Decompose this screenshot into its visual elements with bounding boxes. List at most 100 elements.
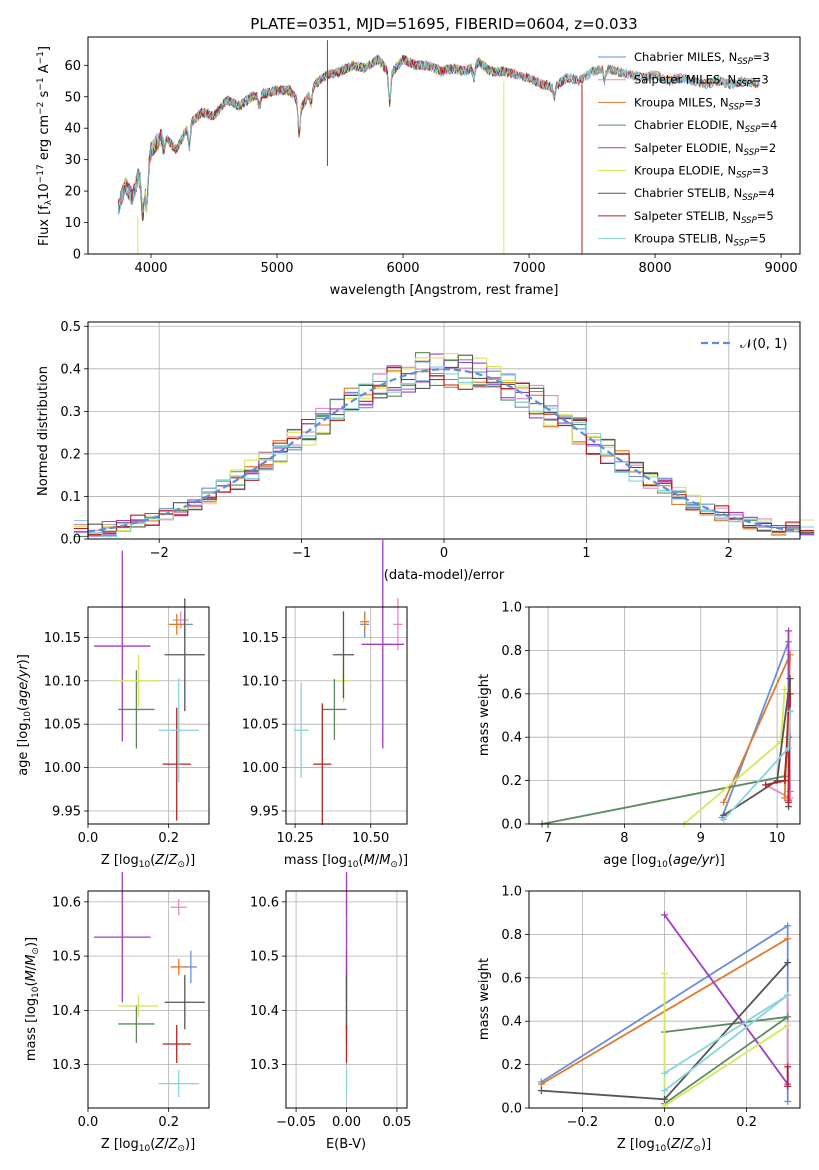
spectrum-series-line	[117, 54, 760, 216]
massZ-y-tick-label: 10.6	[52, 895, 81, 910]
spectrum-x-tick-label: 5000	[260, 261, 293, 276]
residuals-x-tick-label: 2	[725, 546, 733, 561]
ageZ-y-tick-label: 10.00	[44, 761, 81, 776]
ageMass-x-tick-label: 10.50	[352, 831, 389, 846]
residuals-x-tick-label: 0	[440, 546, 448, 561]
massEBV-x-ticks: −0.05 0.00 0.05	[276, 1108, 411, 1130]
residuals-y-tick-label: 0.1	[60, 490, 81, 505]
residuals-x-tick-label: 1	[582, 546, 590, 561]
wZ-y-tick-label: 0.2	[501, 1058, 522, 1073]
wZ-y-tick-label: 1.0	[501, 885, 522, 900]
spectrum-y-label: Flux [fλ10−17 erg cm−2 s−1 A−1]	[36, 46, 54, 246]
ageZ-y-tick-label: 9.95	[52, 804, 81, 819]
wAge-lines	[538, 627, 794, 828]
massEBV-x-tick-label: −0.05	[276, 1115, 316, 1130]
spectrum-x-tick-label: 4000	[134, 261, 167, 276]
wAge-frame	[528, 606, 801, 825]
spectrum-y-tick-label: 30	[64, 153, 81, 168]
ageZ-y-label: age [log10(age/yr)]	[16, 654, 33, 776]
panel-age-vs-Z: 0.0 0.2 9.95 10.00 10.05 10.10 10.15 Z [log10…	[16, 550, 210, 870]
massEBV-y-ticks: 10.3 10.4 10.5 10.6	[250, 895, 286, 1073]
massEBV-x-tick-label: 0.00	[332, 1115, 361, 1130]
panel-mass-vs-Z: 0.0 0.2 10.310.410.510.6 Z [log10(Z/Z⊙)] …	[24, 872, 210, 1154]
wZ-y-tick-label: 0.4	[501, 1015, 522, 1030]
wAge-y-tick-label: 0.6	[501, 687, 522, 702]
panel-weight-vs-Z: −0.2 0.0 0.2 0.0 0.2 0.4 0.6 0.8 1.0 Z [log10(Z…	[477, 885, 801, 1154]
wZ-x-tick-label: −0.2	[567, 1115, 599, 1130]
spectrum-x-tick-label: 7000	[513, 261, 546, 276]
ageMass-frame	[285, 606, 408, 825]
ageZ-y-ticks: 9.95 10.00 10.05 10.10 10.15	[44, 631, 88, 819]
residuals-y-label: Normed distribution	[36, 366, 51, 496]
spectrum-x-tick-label: 9000	[765, 261, 798, 276]
ageMass-y-ticks: 9.95 10.00 10.05 10.10 10.15	[242, 631, 286, 819]
ageMass-x-ticks: 10.25 10.50	[276, 824, 389, 846]
wAge-y-tick-label: 0.4	[501, 731, 522, 746]
spectrum-title: PLATE=0351, MJD=51695, FIBERID=0604, z=0…	[250, 15, 637, 33]
spectrum-legend-entry: Salpeter STELIB, NSSP=5	[634, 209, 774, 226]
ageMass-y-tick-label: 10.00	[242, 761, 279, 776]
wAge-x-ticks: 7 8 9 10	[544, 824, 785, 846]
spectrum-legend-entry: Chabrier MILES, NSSP=3	[634, 50, 770, 67]
spectrum-legend-entry: Salpeter ELODIE, NSSP=2	[634, 141, 776, 158]
massZ-x-tick-label: 0.0	[78, 1115, 99, 1130]
residuals-y-tick-label: 0.3	[60, 405, 81, 420]
ageMass-y-tick-label: 10.10	[242, 674, 279, 689]
massEBV-y-tick-label: 10.3	[250, 1058, 279, 1073]
residuals-legend: 𝒩(0, 1)	[701, 337, 787, 352]
residuals-x-ticks: −2 −1 0 1 2	[150, 539, 733, 561]
spectrum-legend-entry: Kroupa STELIB, NSSP=5	[634, 232, 766, 249]
massZ-errorbars	[94, 872, 205, 1098]
wZ-x-tick-label: 0.0	[654, 1115, 675, 1130]
ageZ-y-tick-label: 10.15	[44, 631, 81, 646]
spectrum-y-tick-label: 20	[64, 185, 81, 200]
massZ-y-tick-label: 10.5	[52, 950, 81, 965]
ageMass-y-tick-label: 10.15	[242, 631, 279, 646]
massZ-y-tick-label: 10.4	[52, 1004, 81, 1019]
panel-residuals: −2 −1 0 1 2 0.0 0.1 0.2 0.3 0.4 0.5 (data-model)/…	[36, 320, 815, 583]
ageZ-y-tick-label: 10.05	[44, 718, 81, 733]
residuals-x-label: (data-model)/error	[384, 568, 505, 583]
panel-weight-vs-age: 7 8 9 10 0.0 0.2 0.4 0.6 0.8 1.0 age [log10(age/…	[477, 601, 801, 870]
gaussian-reference-curve	[87, 368, 801, 533]
wZ-lines	[537, 911, 792, 1110]
residuals-y-tick-label: 0.0	[60, 533, 81, 548]
massEBV-y-tick-label: 10.5	[250, 950, 279, 965]
wAge-y-ticks: 0.0 0.2 0.4 0.6 0.8 1.0	[501, 601, 529, 833]
panel-age-vs-mass: 10.25 10.50 9.95 10.00 10.05 10.10 10.15 mass…	[242, 540, 408, 870]
residuals-y-tick-label: 0.2	[60, 447, 81, 462]
ageZ-frame	[87, 606, 210, 825]
spectrum-x-tick-label: 6000	[386, 261, 419, 276]
spectrum-lines	[117, 40, 760, 254]
ageMass-y-tick-label: 9.95	[250, 804, 279, 819]
spectrum-legend-entry: Chabrier ELODIE, NSSP=4	[634, 118, 777, 135]
massZ-x-label: Z [log10(Z/Z⊙)]	[101, 1137, 195, 1154]
residual-histogram	[73, 361, 815, 538]
ageZ-x-tick-label: 0.2	[158, 831, 179, 846]
residuals-y-tick-label: 0.5	[60, 320, 81, 335]
massZ-y-label: mass [log10(M/M⊙)]	[24, 937, 41, 1061]
ageMass-x-label: mass [log10(M/M⊙)]	[284, 853, 408, 870]
spectrum-y-tick-label: 50	[64, 90, 81, 105]
spectrum-x-tick-label: 8000	[639, 261, 672, 276]
massEBV-y-tick-label: 10.6	[250, 895, 279, 910]
spectrum-y-ticks: 0 10 20 30 40 50 60	[64, 59, 88, 263]
wAge-y-tick-label: 0.0	[501, 818, 522, 833]
massZ-x-tick-label: 0.2	[158, 1115, 179, 1130]
residuals-histograms	[73, 352, 815, 538]
gaussian-legend-label: 𝒩(0, 1)	[740, 337, 787, 352]
panel-spectrum: 4000 5000 6000 7000 8000 9000 0 10 20 30 40 50 60 w…	[36, 36, 801, 298]
spectrum-y-tick-label: 60	[64, 59, 81, 74]
ageMass-y-tick-label: 10.05	[242, 718, 279, 733]
massEBV-y-tick-label: 10.4	[250, 1004, 279, 1019]
ageMass-errorbars	[293, 540, 404, 825]
wAge-y-tick-label: 0.8	[501, 644, 522, 659]
spectrum-y-tick-label: 0	[73, 248, 81, 263]
wZ-y-label: mass weight	[477, 958, 492, 1040]
massZ-y-tick-label: 10.3	[52, 1058, 81, 1073]
massZ-x-ticks: 0.0 0.2	[78, 1108, 179, 1130]
ageZ-y-tick-label: 10.10	[44, 674, 81, 689]
spectrum-legend-entry: Chabrier STELIB, NSSP=4	[634, 186, 775, 203]
wZ-y-tick-label: 0.6	[501, 971, 522, 986]
